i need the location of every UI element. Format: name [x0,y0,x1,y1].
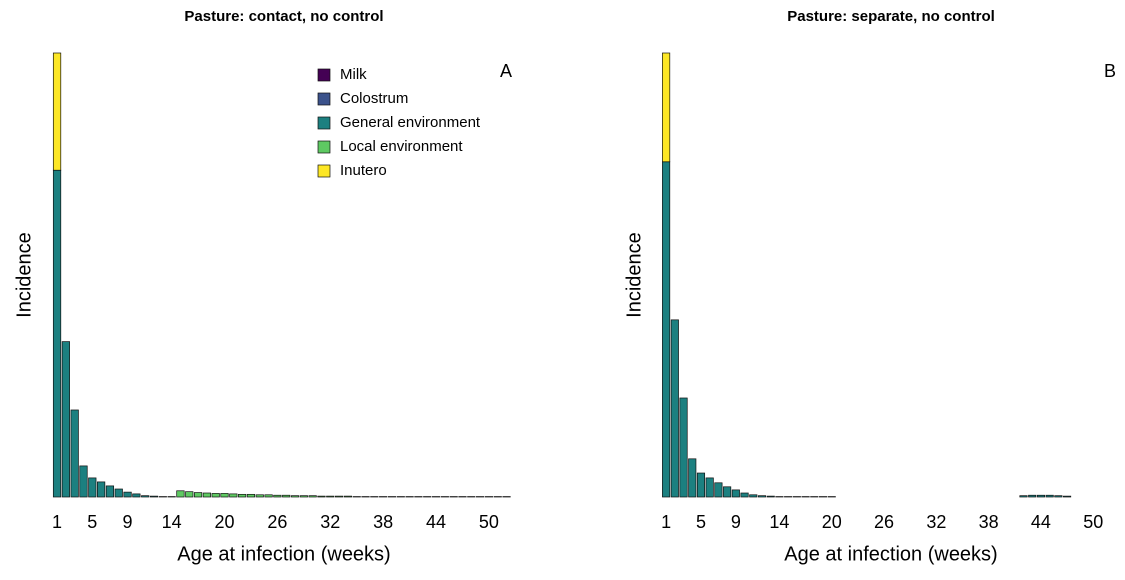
bar-segment [671,320,678,497]
bar-segment [53,53,60,170]
legend-swatch [318,165,330,177]
bar-segment [309,496,316,497]
x-tick-label: 14 [162,512,182,532]
bar-segment [344,496,351,497]
panel-label: B [1104,61,1116,81]
panel-label: A [500,61,512,81]
x-tick-label: 5 [87,512,97,532]
x-tick-label: 9 [731,512,741,532]
bar-segment [150,496,157,497]
bar-segment [265,495,272,497]
bar-segment [750,495,757,497]
bar-segment [1037,495,1044,497]
bar-segment [767,496,774,497]
bar-segment [1029,495,1036,497]
x-axis-label: Age at infection (weeks) [177,543,390,565]
legend-label: Colostrum [340,90,408,107]
bar-segment [282,495,289,497]
bar-segment [141,496,148,497]
bar-segment [89,478,96,497]
x-axis-label: Age at infection (weeks) [784,543,997,565]
bar-segment [221,493,228,497]
chart-title: Pasture: separate, no control [787,8,995,25]
bar-segment [177,491,184,497]
bar-segment [327,496,334,497]
x-tick-label: 1 [661,512,671,532]
bar-segment [230,494,237,497]
legend-label: General environment [340,114,481,131]
bar-segment [97,482,104,497]
bar-segment [1055,496,1062,497]
x-tick-label: 44 [426,512,446,532]
x-tick-label: 38 [373,512,393,532]
bar-segment [194,493,201,497]
x-tick-label: 1 [52,512,62,532]
x-tick-label: 26 [874,512,894,532]
bar-segment [732,490,739,497]
bar-segment [80,466,87,497]
legend-swatch [318,69,330,81]
bar-segment [758,496,765,497]
bar-segment [706,478,713,497]
bar-segment [680,398,687,497]
bar-segment [1020,496,1027,497]
bar-segment [212,493,219,497]
bar-segment [662,53,669,162]
bar-segment [186,492,193,497]
legend-label: Inutero [340,162,387,179]
bar-segment [741,493,748,497]
x-tick-label: 20 [822,512,842,532]
bar-segment [1046,495,1053,497]
bar-segment [715,483,722,497]
bar-segment [238,494,245,497]
chart-title: Pasture: contact, no control [184,8,383,25]
y-axis-label: Incidence [623,232,645,318]
legend-label: Milk [340,66,367,83]
bar-segment [53,170,60,497]
x-tick-label: 38 [979,512,999,532]
bar-segment [300,496,307,497]
bar-segment [697,473,704,497]
bar-segment [318,496,325,497]
x-tick-label: 9 [123,512,133,532]
bar-segment [247,494,254,497]
bar-segment [133,494,140,497]
legend-label: Local environment [340,138,463,155]
bar-segment [71,410,78,497]
x-tick-label: 5 [696,512,706,532]
bar-segment [274,495,281,497]
legend-swatch [318,117,330,129]
bar-segment [1063,496,1070,497]
x-tick-label: 44 [1031,512,1051,532]
bar-segment [335,496,342,497]
legend-swatch [318,93,330,105]
x-tick-label: 14 [769,512,789,532]
bar-segment [62,342,69,497]
x-tick-label: 50 [479,512,499,532]
bar-segment [723,487,730,497]
x-tick-label: 20 [214,512,234,532]
y-axis-label: Incidence [13,232,35,318]
bar-segment [124,492,131,497]
bar-segment [689,459,696,497]
bar-segment [291,496,298,497]
x-tick-label: 32 [320,512,340,532]
bar-segment [256,495,263,497]
x-tick-label: 32 [926,512,946,532]
bar-segment [115,489,122,497]
bar-segment [203,493,210,497]
bar-segment [662,162,669,497]
x-tick-label: 50 [1083,512,1103,532]
x-tick-label: 26 [267,512,287,532]
bar-segment [106,486,113,497]
legend-swatch [318,141,330,153]
